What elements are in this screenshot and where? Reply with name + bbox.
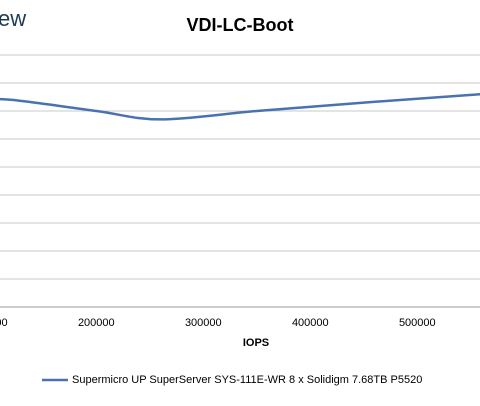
x-tick-label: 300000 [185,317,222,329]
logo: ew [0,6,26,31]
x-tick-label: 500000 [399,317,436,329]
chart-title: VDI-LC-Boot [187,15,294,35]
x-tick-label: 100000 [0,317,8,329]
x-axis-label: IOPS [243,337,269,349]
x-tick-label: 200000 [78,317,115,329]
series-line [0,93,480,121]
legend-label: Supermicro UP SuperServer SYS-111E-WR 8 … [72,374,422,386]
x-tick-label: 400000 [292,317,329,329]
